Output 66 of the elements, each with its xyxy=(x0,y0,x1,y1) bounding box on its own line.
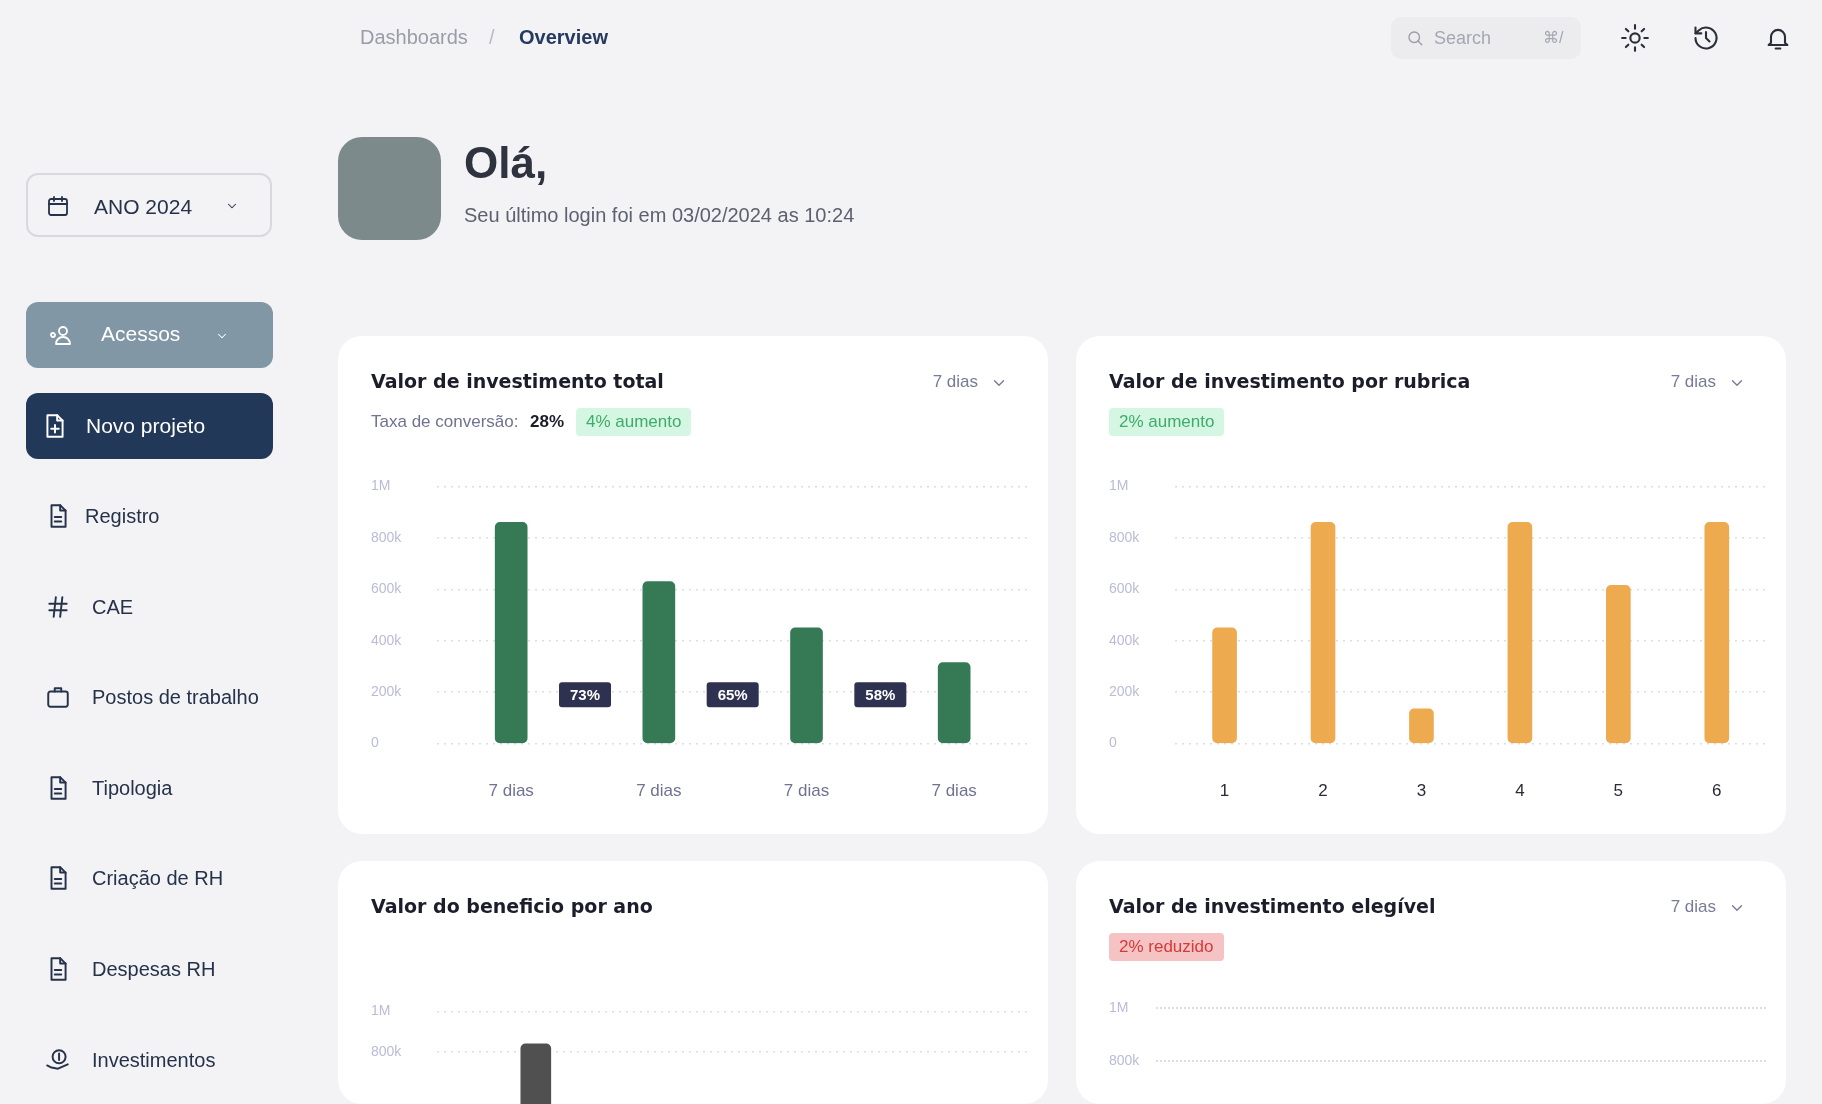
y-tick-label: 400k xyxy=(371,631,403,648)
x-tick-label: 7 dias xyxy=(636,781,682,801)
bar xyxy=(1606,585,1631,744)
text: Dashboards xyxy=(360,26,468,49)
text: 2% aumento xyxy=(1109,408,1225,436)
y-tick-label: 200k xyxy=(371,683,403,700)
x-tick-label: 2 xyxy=(1318,781,1328,801)
bar xyxy=(642,581,676,744)
y-tick-label: 1M xyxy=(371,477,391,494)
y-tick-label: 0 xyxy=(1109,734,1117,751)
text: 4% aumento xyxy=(576,408,692,436)
text: / xyxy=(489,26,495,49)
y-tick-label: 0 xyxy=(371,734,379,751)
bar xyxy=(1409,708,1434,744)
y-tick-label: 1M xyxy=(371,1002,391,1019)
y-tick-label: 600k xyxy=(1109,580,1141,597)
y-tick-label: 1M xyxy=(1109,477,1129,494)
x-tick-label: 7 dias xyxy=(488,781,534,801)
chart-title: Valor de investimento total xyxy=(371,370,664,392)
text: Tipologia xyxy=(92,776,173,800)
bar xyxy=(494,522,528,744)
chart-title: Valor de investimento por rubrica xyxy=(1109,370,1471,392)
annotation: 65% xyxy=(717,685,748,703)
text: Search xyxy=(1434,28,1492,49)
text: 7 dias xyxy=(1670,897,1716,917)
text: Acessos xyxy=(101,322,181,346)
text: 2% reduzido xyxy=(1109,933,1224,961)
text: 7 dias xyxy=(932,372,978,392)
text: Postos de trabalho xyxy=(92,685,259,709)
text: Novo projeto xyxy=(86,414,206,438)
x-tick-label: 4 xyxy=(1515,781,1525,801)
y-tick-label: 600k xyxy=(371,580,403,597)
y-tick-label: 800k xyxy=(1109,528,1141,545)
x-tick-label: 7 dias xyxy=(783,781,830,801)
annotation: 58% xyxy=(865,685,896,703)
x-tick-label: 7 dias xyxy=(931,781,977,801)
text: Overview xyxy=(519,26,608,49)
bar xyxy=(1310,522,1336,744)
bar xyxy=(1704,522,1730,744)
annotation: 73% xyxy=(570,685,601,703)
text: 28% xyxy=(530,412,565,432)
y-tick-label: 200k xyxy=(1109,683,1141,700)
text: Registro xyxy=(85,504,160,528)
text: Despesas RH xyxy=(92,957,216,981)
x-tick-label: 1 xyxy=(1219,781,1230,801)
text: 7 dias xyxy=(1670,372,1716,392)
bar xyxy=(937,662,971,744)
y-tick-label: 800k xyxy=(371,1042,403,1059)
text: Investimentos xyxy=(92,1048,216,1072)
x-tick-label: 5 xyxy=(1613,781,1624,801)
bar xyxy=(1212,627,1237,744)
x-tick-label: 3 xyxy=(1416,781,1427,801)
chart-title: Valor do beneficio por ano xyxy=(371,895,653,917)
y-tick-label: 400k xyxy=(1109,631,1141,648)
text: ANO 2024 xyxy=(94,195,193,219)
y-tick-label: 800k xyxy=(371,528,403,545)
bar xyxy=(1507,522,1533,744)
x-tick-label: 6 xyxy=(1712,781,1722,801)
text: CAE xyxy=(92,595,134,619)
text: Seu último login foi em 03/02/2024 as 10:24 xyxy=(464,204,855,227)
text: Criação de RH xyxy=(92,866,224,890)
text: Olá, xyxy=(464,138,548,188)
text: ⌘/ xyxy=(1543,28,1564,47)
text: Taxa de conversão: xyxy=(371,412,519,432)
text: Valor de investimento elegível xyxy=(1109,895,1436,917)
bar xyxy=(790,627,823,744)
